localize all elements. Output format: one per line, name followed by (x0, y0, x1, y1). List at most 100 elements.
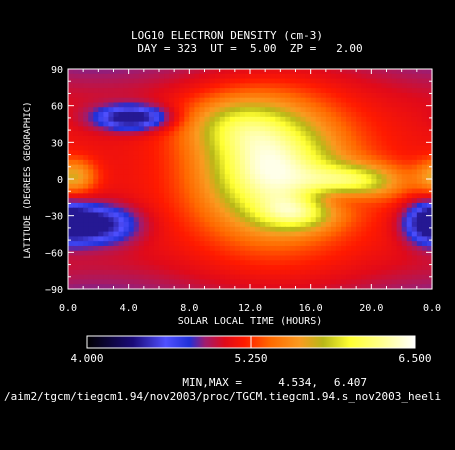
heatmap-cell (88, 155, 94, 161)
heatmap-cell (98, 174, 104, 180)
heatmap-cell (239, 88, 246, 94)
heatmap-cell (118, 226, 125, 233)
heatmap-cell (73, 226, 79, 233)
heatmap-cell (260, 222, 266, 228)
heatmap-cell (381, 126, 388, 132)
heatmap-cell (148, 174, 155, 180)
heatmap-cell (300, 145, 307, 151)
heatmap-cell (381, 140, 388, 147)
heatmap-cell (416, 92, 423, 99)
heatmap-cell (366, 269, 372, 276)
heatmap-cell (113, 107, 120, 113)
heatmap-cell (239, 188, 246, 194)
heatmap-cell (351, 174, 357, 180)
heatmap-cell (108, 92, 115, 99)
heatmap-cell (335, 250, 342, 257)
heatmap-cell (426, 245, 433, 252)
heatmap-cell (285, 236, 292, 242)
heatmap-cell (325, 179, 332, 185)
heatmap-cell (224, 121, 231, 127)
heatmap-cell (204, 107, 211, 113)
heatmap-cell (391, 198, 398, 204)
heatmap-cell (265, 78, 271, 84)
heatmap-cell (310, 222, 317, 228)
heatmap-cell (371, 260, 377, 266)
heatmap-cell (250, 188, 256, 194)
heatmap-cell (361, 255, 367, 261)
heatmap-cell (260, 116, 266, 123)
y-tick-label: 30 (51, 138, 63, 149)
heatmap-cell (315, 83, 322, 89)
heatmap-cell (73, 159, 79, 166)
heatmap-cell (285, 212, 292, 218)
heatmap-cell (381, 155, 388, 161)
heatmap-cell (164, 279, 170, 285)
heatmap-cell (189, 121, 195, 127)
heatmap-cell (386, 116, 393, 123)
heatmap-cell (219, 236, 226, 242)
heatmap-cell (68, 164, 74, 171)
heatmap-cell (148, 135, 155, 142)
heatmap-cell (305, 274, 312, 281)
heatmap-cell (108, 265, 115, 271)
heatmap-cell (255, 179, 261, 185)
heatmap-cell (214, 116, 221, 123)
heatmap-cell (391, 265, 398, 271)
heatmap-cell (113, 126, 120, 132)
heatmap-cell (209, 245, 216, 252)
heatmap-cell (250, 198, 256, 204)
heatmap-cell (68, 116, 74, 123)
heatmap-cell (366, 135, 372, 142)
heatmap-cell (108, 236, 115, 242)
heatmap-cell (78, 212, 84, 218)
heatmap-cell (194, 279, 201, 285)
heatmap-cell (416, 107, 423, 113)
heatmap-cell (416, 83, 423, 89)
heatmap-cell (315, 150, 322, 156)
heatmap-cell (93, 116, 99, 123)
heatmap-cell (73, 260, 79, 266)
heatmap-cell (386, 236, 393, 242)
heatmap-cell (73, 265, 79, 271)
heatmap-cell (143, 279, 150, 285)
heatmap-cell (406, 83, 413, 89)
heatmap-cell (270, 97, 276, 104)
heatmap-cell (133, 155, 140, 161)
heatmap-cell (88, 265, 94, 271)
heatmap-cell (229, 179, 236, 185)
heatmap-cell (421, 265, 428, 271)
heatmap-cell (83, 97, 89, 104)
heatmap-cell (315, 107, 322, 113)
heatmap-cell (169, 245, 175, 252)
heatmap-cell (143, 202, 150, 209)
heatmap-cell (164, 245, 170, 252)
heatmap-cell (305, 250, 312, 257)
heatmap-cell (184, 269, 190, 276)
heatmap-cell (285, 164, 292, 171)
heatmap-cell (270, 92, 276, 99)
heatmap-cell (386, 88, 393, 94)
heatmap-cell (199, 236, 206, 242)
heatmap-cell (376, 265, 383, 271)
heatmap-cell (184, 198, 190, 204)
heatmap-cell (164, 69, 170, 75)
heatmap-cell (250, 226, 256, 233)
heatmap-cell (376, 78, 383, 84)
heatmap-cell (123, 183, 130, 190)
heatmap-cell (128, 207, 135, 214)
heatmap-cell (351, 83, 357, 89)
heatmap-cell (118, 274, 125, 281)
heatmap-cell (285, 97, 292, 104)
heatmap-cell (153, 236, 160, 242)
heatmap-cell (239, 155, 246, 161)
heatmap-cell (234, 198, 241, 204)
heatmap-cell (234, 226, 241, 233)
heatmap-cell (341, 174, 347, 180)
heatmap-cell (330, 226, 337, 233)
heatmap-cell (265, 212, 271, 218)
heatmap-cell (98, 107, 104, 113)
heatmap-cell (128, 135, 135, 142)
heatmap-cell (341, 241, 347, 247)
heatmap-cell (194, 88, 201, 94)
heatmap-cell (290, 155, 297, 161)
